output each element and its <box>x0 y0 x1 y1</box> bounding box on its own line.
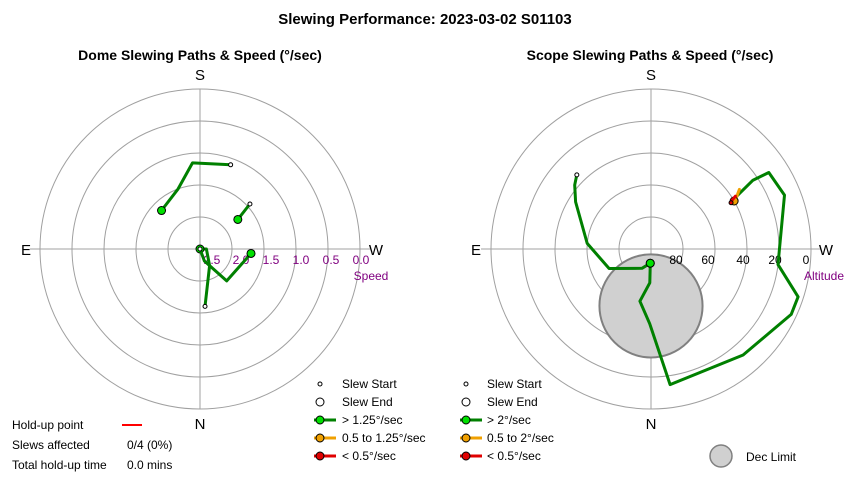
slews-affected-value: 0/4 (0%) <box>127 438 172 452</box>
dome-chart-title: Dome Slewing Paths & Speed (°/sec) <box>78 47 322 63</box>
dome-legend-label: Slew End <box>342 395 393 409</box>
scope-radial-tick: 0 <box>803 253 810 267</box>
legend-dec-limit-marker <box>709 444 733 468</box>
dome-slew-paths <box>157 161 256 309</box>
legend-start-marker <box>317 381 323 387</box>
figure-title: Slewing Performance: 2023-03-02 S01103 <box>278 11 572 28</box>
scope-slew-path <box>638 171 800 387</box>
scope-radial-tick: 60 <box>701 253 715 267</box>
dome-polar-grid <box>30 88 370 410</box>
scope-legend-label: Slew Start <box>487 377 542 391</box>
scope-dec-limit <box>598 253 704 359</box>
dome-legend-label: > 1.25°/sec <box>342 413 403 427</box>
dome-compass-bottom: N <box>195 416 206 433</box>
dome-slew-end-marker <box>197 246 203 252</box>
dome-legend-label: 0.5 to 1.25°/sec <box>342 431 426 445</box>
scope-legend-label: > 2°/sec <box>487 413 531 427</box>
total-holdup-label: Total hold-up time <box>12 458 107 472</box>
scope-compass-right: W <box>819 242 834 259</box>
dome-compass-top: S <box>195 67 205 84</box>
scope-legend: Slew Start Slew End > 2°/sec 0.5 to 2°/s… <box>460 377 797 468</box>
dome-slew-start-marker <box>246 248 256 258</box>
scope-legend-label: 0.5 to 2°/sec <box>487 431 554 445</box>
dome-radial-tick: 1.5 <box>263 253 280 267</box>
scope-dec-limit-disc <box>598 253 704 359</box>
legend-medium-dot <box>315 433 325 443</box>
legend-fast-dot <box>315 415 325 425</box>
scope-compass-left: E <box>471 242 481 259</box>
legend-end-marker <box>461 397 471 407</box>
legend-slow-dot <box>461 451 471 461</box>
total-holdup-value: 0.0 mins <box>127 458 172 472</box>
scope-compass-top: S <box>646 67 656 84</box>
scope-radial-tick: 40 <box>736 253 750 267</box>
dome-slew-start-marker <box>233 214 243 224</box>
scope-radial-tick: 80 <box>669 253 683 267</box>
dome-compass-right: W <box>369 242 384 259</box>
dome-slew-path <box>160 161 233 212</box>
legend-end-marker <box>315 397 325 407</box>
scope-legend-label: Slew End <box>487 395 538 409</box>
scope-polar-grid <box>481 88 821 410</box>
scope-slew-paths <box>573 171 800 387</box>
scope-slew-start-marker <box>645 258 655 268</box>
scope-chart-title: Scope Slewing Paths & Speed (°/sec) <box>527 47 774 63</box>
scope-legend-label: < 0.5°/sec <box>487 449 541 463</box>
legend-slow-dot <box>315 451 325 461</box>
scope-legend-label: Dec Limit <box>746 450 797 464</box>
dome-radial-tick: 2.0 <box>233 253 250 267</box>
dome-radial-tick: 0.0 <box>353 253 370 267</box>
dome-slew-path <box>198 247 253 283</box>
legend-fast-dot <box>461 415 471 425</box>
scope-compass-bottom: N <box>646 416 657 433</box>
scope-slew-path <box>573 173 652 270</box>
dome-legend-label: Slew Start <box>342 377 397 391</box>
dome-legend: Slew Start Slew End > 1.25°/sec 0.5 to 1… <box>314 377 426 463</box>
dome-legend-label: < 0.5°/sec <box>342 449 396 463</box>
dome-slew-start-marker <box>157 206 167 216</box>
dome-radial-label: Speed <box>354 269 389 283</box>
dome-slew-end-marker <box>228 162 234 168</box>
holdup-point-label: Hold-up point <box>12 418 84 432</box>
holdup-summary: Hold-up point Slews affected 0/4 (0%) To… <box>12 418 172 472</box>
dome-compass-left: E <box>21 242 31 259</box>
dome-panel: Dome Slewing Paths & Speed (°/sec) S N E… <box>21 47 426 463</box>
dome-slew-end-marker <box>202 303 208 309</box>
scope-radial-label: Altitude <box>804 269 844 283</box>
dome-slew-end-marker <box>247 201 253 207</box>
dome-radial-tick: 1.0 <box>293 253 310 267</box>
scope-panel: Scope Slewing Paths & Speed (°/sec) S N … <box>460 47 844 468</box>
scope-slew-tail-marker <box>728 200 734 206</box>
scope-slew-end-marker <box>574 172 580 178</box>
slews-affected-label: Slews affected <box>12 438 90 452</box>
dome-radial-tick: 0.5 <box>323 253 340 267</box>
legend-start-marker <box>463 381 469 387</box>
legend-medium-dot <box>461 433 471 443</box>
